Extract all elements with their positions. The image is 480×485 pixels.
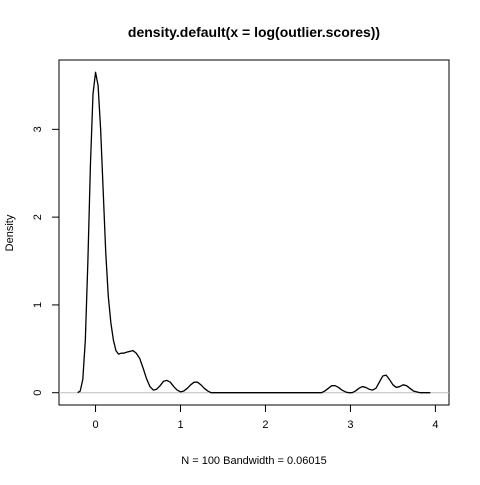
y-tick-label: 0 — [32, 390, 44, 396]
x-tick-label: 3 — [347, 419, 353, 431]
y-tick-label: 2 — [32, 214, 44, 220]
x-tick-label: 1 — [177, 419, 183, 431]
y-tick-label: 1 — [32, 302, 44, 308]
x-tick-label: 2 — [262, 419, 268, 431]
y-axis: 0 1 2 3 — [32, 126, 60, 396]
y-axis-label: Density — [4, 214, 16, 251]
x-axis-label: N = 100 Bandwidth = 0.06015 — [181, 455, 327, 467]
chart-title: density.default(x = log(outlier.scores)) — [128, 24, 380, 40]
density-curve — [77, 71, 431, 394]
x-tick-label: 4 — [432, 419, 438, 431]
y-tick-label: 3 — [32, 126, 44, 132]
x-axis: 0 1 2 3 4 — [92, 404, 438, 431]
x-tick-label: 0 — [92, 419, 98, 431]
